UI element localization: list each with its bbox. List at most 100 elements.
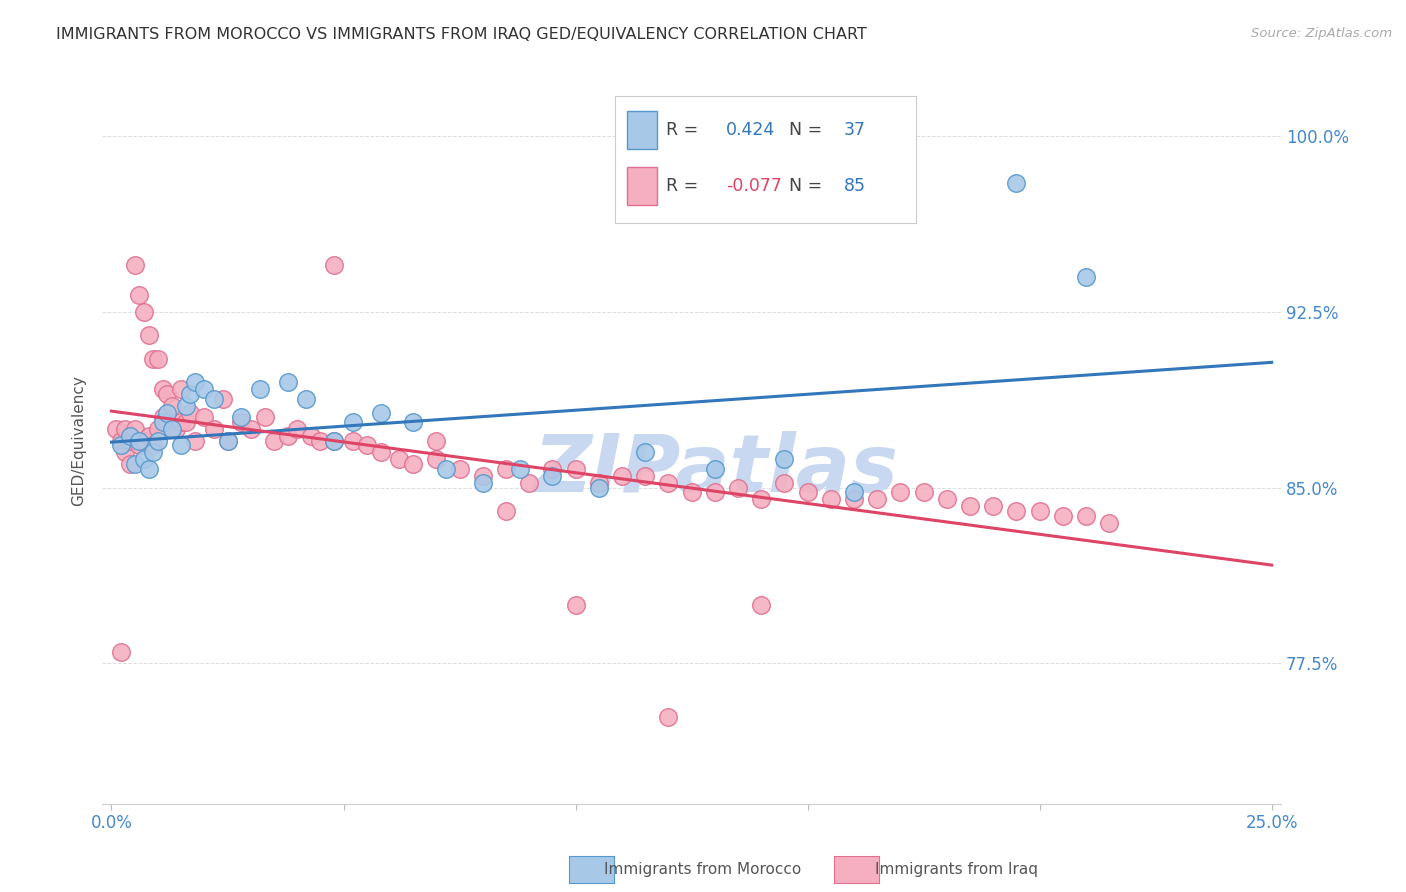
Point: [120, 434, 142, 448]
Point: [703, 462, 725, 476]
Point: [370, 406, 392, 420]
Point: [114, 422, 136, 436]
Point: [132, 305, 155, 319]
Point: [212, 392, 235, 406]
Point: [138, 328, 160, 343]
Text: Immigrants from Morocco: Immigrants from Morocco: [605, 863, 801, 877]
Point: [110, 434, 132, 448]
Point: [402, 415, 425, 429]
Point: [128, 438, 150, 452]
Point: [820, 492, 842, 507]
Point: [174, 399, 197, 413]
Point: [231, 410, 253, 425]
Point: [128, 434, 150, 448]
Point: [184, 375, 207, 389]
Point: [449, 462, 471, 476]
Point: [842, 492, 865, 507]
Point: [1005, 504, 1028, 518]
Point: [509, 462, 531, 476]
Point: [356, 438, 378, 452]
Point: [634, 445, 657, 459]
Point: [193, 410, 215, 425]
Point: [239, 422, 262, 436]
Point: [1074, 508, 1097, 523]
Point: [124, 258, 146, 272]
Point: [1028, 504, 1050, 518]
Point: [434, 462, 457, 476]
Point: [495, 462, 517, 476]
Point: [263, 434, 285, 448]
Y-axis label: GED/Equivalency: GED/Equivalency: [72, 376, 86, 506]
Point: [277, 375, 299, 389]
Point: [170, 438, 193, 452]
Point: [634, 468, 657, 483]
Point: [495, 504, 517, 518]
Point: [142, 445, 165, 459]
Point: [184, 434, 207, 448]
Text: IMMIGRANTS FROM MOROCCO VS IMMIGRANTS FROM IRAQ GED/EQUIVALENCY CORRELATION CHAR: IMMIGRANTS FROM MOROCCO VS IMMIGRANTS FR…: [56, 27, 868, 42]
Point: [541, 462, 564, 476]
Point: [128, 288, 150, 302]
Point: [935, 492, 957, 507]
Point: [156, 406, 179, 420]
Point: [170, 382, 193, 396]
Point: [146, 351, 169, 366]
Point: [132, 434, 155, 448]
Point: [138, 462, 160, 476]
Point: [156, 415, 179, 429]
Point: [342, 415, 364, 429]
Point: [120, 429, 142, 443]
Point: [253, 410, 276, 425]
Point: [425, 452, 447, 467]
Point: [323, 434, 346, 448]
Point: [1052, 508, 1074, 523]
Point: [160, 422, 183, 436]
Point: [564, 598, 586, 612]
Point: [146, 434, 169, 448]
Text: Source: ZipAtlas.com: Source: ZipAtlas.com: [1251, 27, 1392, 40]
Point: [889, 485, 911, 500]
Point: [179, 387, 201, 401]
Point: [142, 438, 165, 452]
Point: [231, 415, 253, 429]
Point: [370, 445, 392, 459]
Point: [277, 429, 299, 443]
Point: [912, 485, 935, 500]
Point: [610, 468, 633, 483]
Point: [564, 462, 586, 476]
Point: [299, 429, 322, 443]
Point: [160, 422, 183, 436]
Point: [981, 500, 1004, 514]
Point: [749, 598, 772, 612]
Point: [152, 415, 174, 429]
Point: [541, 468, 564, 483]
Point: [1098, 516, 1121, 530]
Point: [866, 492, 889, 507]
Point: [1074, 269, 1097, 284]
Point: [657, 710, 679, 724]
Point: [170, 415, 193, 429]
Point: [249, 382, 271, 396]
Point: [1005, 176, 1028, 190]
Point: [124, 422, 146, 436]
Point: [110, 438, 132, 452]
Point: [388, 452, 411, 467]
Point: [120, 457, 142, 471]
Point: [323, 434, 346, 448]
Point: [959, 500, 981, 514]
Point: [681, 485, 703, 500]
Point: [110, 645, 132, 659]
Point: [402, 457, 425, 471]
Point: [193, 382, 215, 396]
Point: [160, 399, 183, 413]
Point: [703, 485, 725, 500]
Point: [217, 434, 239, 448]
Point: [342, 434, 364, 448]
Point: [842, 485, 865, 500]
Point: [142, 351, 165, 366]
Text: Immigrants from Iraq: Immigrants from Iraq: [875, 863, 1038, 877]
Point: [152, 382, 174, 396]
Point: [727, 481, 749, 495]
Point: [773, 452, 796, 467]
Point: [285, 422, 308, 436]
